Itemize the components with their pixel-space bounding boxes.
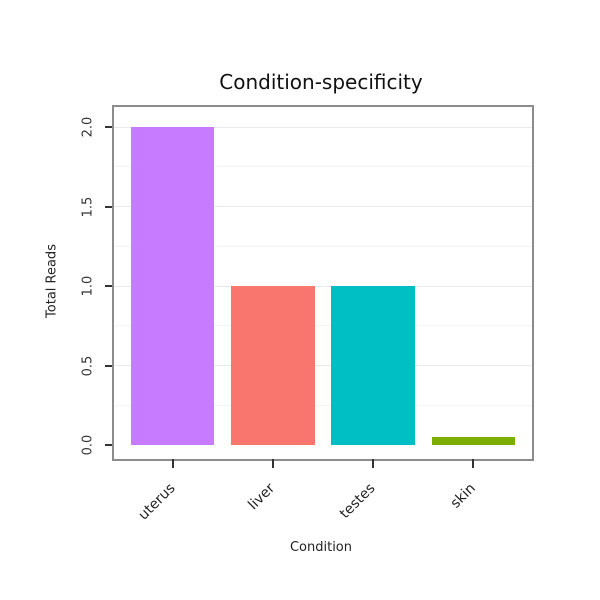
y-tick — [105, 205, 112, 208]
bar-testes — [331, 286, 415, 445]
bar-skin — [431, 437, 516, 445]
x-tick-label-text: skin — [447, 480, 480, 512]
gridline — [114, 285, 532, 287]
bar-uterus — [130, 127, 215, 445]
chart-title: Condition-specificity — [219, 70, 423, 94]
gridline — [114, 206, 532, 207]
x-tick — [472, 459, 475, 468]
y-tick-label: 0.5 — [80, 355, 96, 376]
x-tick — [171, 459, 174, 468]
gridline — [114, 166, 532, 168]
y-tick-label: 1.0 — [80, 275, 96, 297]
gridline — [114, 325, 532, 327]
bar-liver — [231, 286, 315, 445]
gridline — [114, 126, 532, 128]
x-tick — [372, 459, 375, 468]
y-tick-label: 0.0 — [80, 434, 96, 456]
gridline — [114, 404, 532, 406]
plot-area: 0.0 0.5 1.0 1.5 2.0 uterus liver testes skin — [81, 105, 534, 523]
y-tick-label: 2.0 — [80, 116, 96, 138]
x-axis-label: Condition — [289, 540, 353, 555]
gridline — [114, 245, 532, 247]
y-tick — [105, 126, 112, 128]
y-tick — [105, 285, 112, 287]
x-tick-label: skin — [343, 475, 479, 511]
y-tick-label: 1.5 — [80, 196, 96, 217]
y-tick — [105, 444, 112, 446]
gridline — [114, 365, 532, 366]
y-axis-label: Total Reads — [44, 244, 60, 318]
y-tick — [105, 364, 112, 367]
x-tick — [271, 459, 274, 468]
